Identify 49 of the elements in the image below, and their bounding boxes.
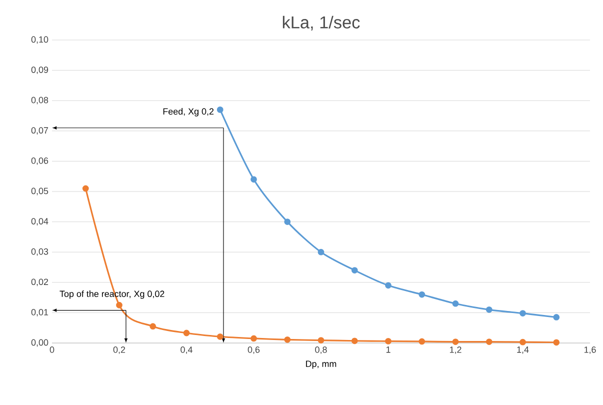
point — [520, 310, 526, 316]
y-tick-label: 0,01 — [31, 308, 48, 316]
point — [82, 185, 89, 192]
x-tick-label: 0,6 — [248, 346, 260, 354]
point — [250, 176, 257, 183]
point — [150, 323, 156, 330]
x-tick-label: 0 — [50, 346, 54, 353]
x-tick-label: 0,8 — [315, 346, 327, 354]
point — [385, 338, 392, 344]
point — [486, 306, 492, 313]
point — [385, 282, 392, 289]
point — [183, 330, 190, 336]
point — [452, 300, 459, 307]
point — [553, 314, 560, 320]
point — [418, 291, 426, 298]
point — [351, 267, 358, 274]
x-tick-label: 1,4 — [517, 346, 529, 354]
point — [250, 335, 257, 342]
x-tick-label: 1,6 — [584, 346, 596, 354]
y-tick-label: 0,10 — [31, 36, 48, 44]
point — [284, 218, 291, 225]
x-tick-label: 1,2 — [450, 346, 462, 354]
point — [318, 337, 324, 344]
point — [216, 106, 224, 113]
point — [418, 338, 426, 345]
point — [486, 338, 492, 345]
y-tick-label: 0,08 — [31, 96, 48, 104]
point — [553, 339, 560, 346]
y-tick-label: 0,09 — [31, 66, 48, 74]
y-tick-label: 0,03 — [31, 248, 48, 256]
y-tick-label: 0,04 — [31, 218, 48, 226]
chart-title: kLa, 1/sec — [282, 16, 360, 30]
x-tick-label: 0,4 — [180, 346, 192, 354]
point — [452, 338, 459, 345]
x-tick-label: 0,2 — [113, 346, 126, 354]
y-tick-label: 0,02 — [31, 278, 48, 286]
point — [116, 302, 122, 308]
y-tick-label: 0,05 — [31, 188, 48, 196]
y-tick-label: 0,00 — [31, 339, 48, 347]
x-tick-label: 1 — [386, 346, 390, 353]
point — [216, 333, 224, 340]
annotation: Feed, Xg 0,2 — [163, 108, 214, 116]
y-tick-label: 0,07 — [31, 127, 48, 135]
x-axis-title: Dp, mm — [306, 360, 336, 369]
point — [318, 248, 324, 256]
y-tick-label: 0,06 — [31, 157, 48, 165]
point — [351, 338, 358, 344]
point — [520, 338, 526, 346]
point — [284, 336, 291, 343]
